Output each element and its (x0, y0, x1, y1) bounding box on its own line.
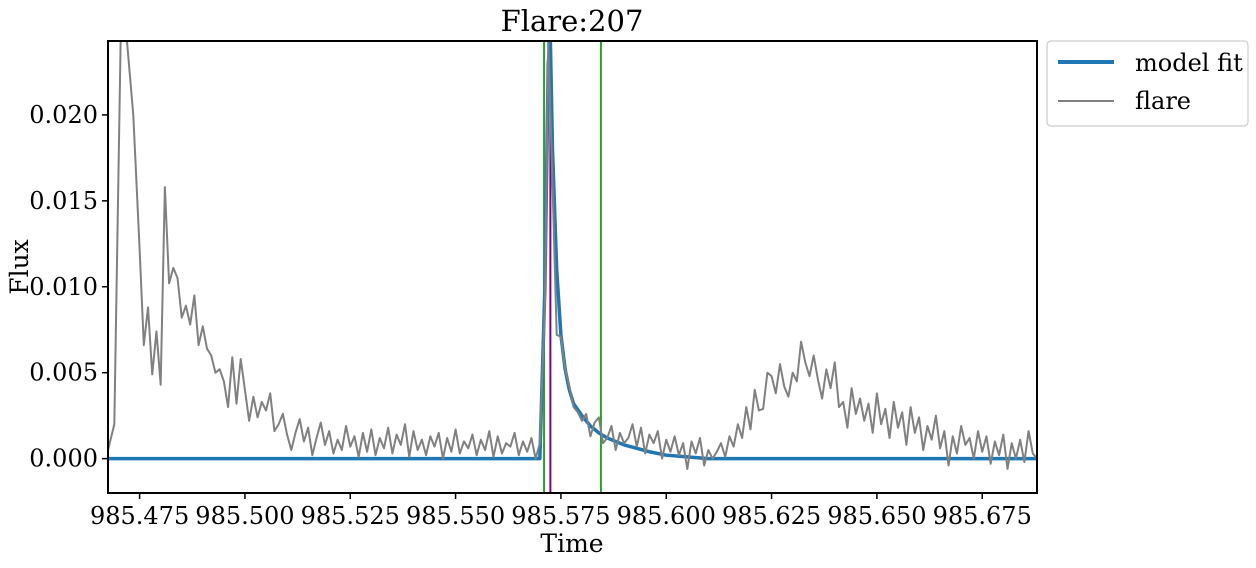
x-tick-label: 985.625 (722, 502, 821, 530)
chart-title: Flare:207 (501, 4, 644, 38)
x-tick-label: 985.475 (90, 502, 189, 530)
legend-label-model-fit: model fit (1135, 49, 1243, 77)
x-axis-ticks: 985.475 985.500 985.525 985.550 985.575 985.6… (90, 493, 1032, 530)
legend: model fit flare (1046, 40, 1249, 127)
legend-label-flare: flare (1135, 87, 1191, 115)
x-tick-label: 985.600 (617, 502, 716, 530)
y-axis-label: Flux (5, 239, 34, 295)
y-tick-label: 0.010 (29, 273, 98, 301)
x-tick-label: 985.675 (933, 502, 1032, 530)
x-tick-label: 985.575 (511, 502, 610, 530)
y-tick-label: 0.000 (29, 445, 98, 473)
x-tick-label: 985.525 (301, 502, 400, 530)
y-axis-ticks: 0.000 0.005 0.010 0.015 0.020 (29, 101, 108, 473)
x-tick-label: 985.500 (195, 502, 294, 530)
series-line-model-fit (108, 41, 1037, 461)
x-tick-label: 985.650 (827, 502, 926, 530)
plot-frame (107, 40, 1038, 494)
x-tick-label: 985.550 (406, 502, 505, 530)
y-tick-label: 0.015 (29, 187, 98, 215)
y-tick-label: 0.005 (29, 359, 98, 387)
series-line-flare (108, 41, 1037, 470)
y-tick-label: 0.020 (29, 101, 98, 129)
x-axis-label: Time (540, 529, 603, 558)
plot-area (108, 41, 1037, 493)
